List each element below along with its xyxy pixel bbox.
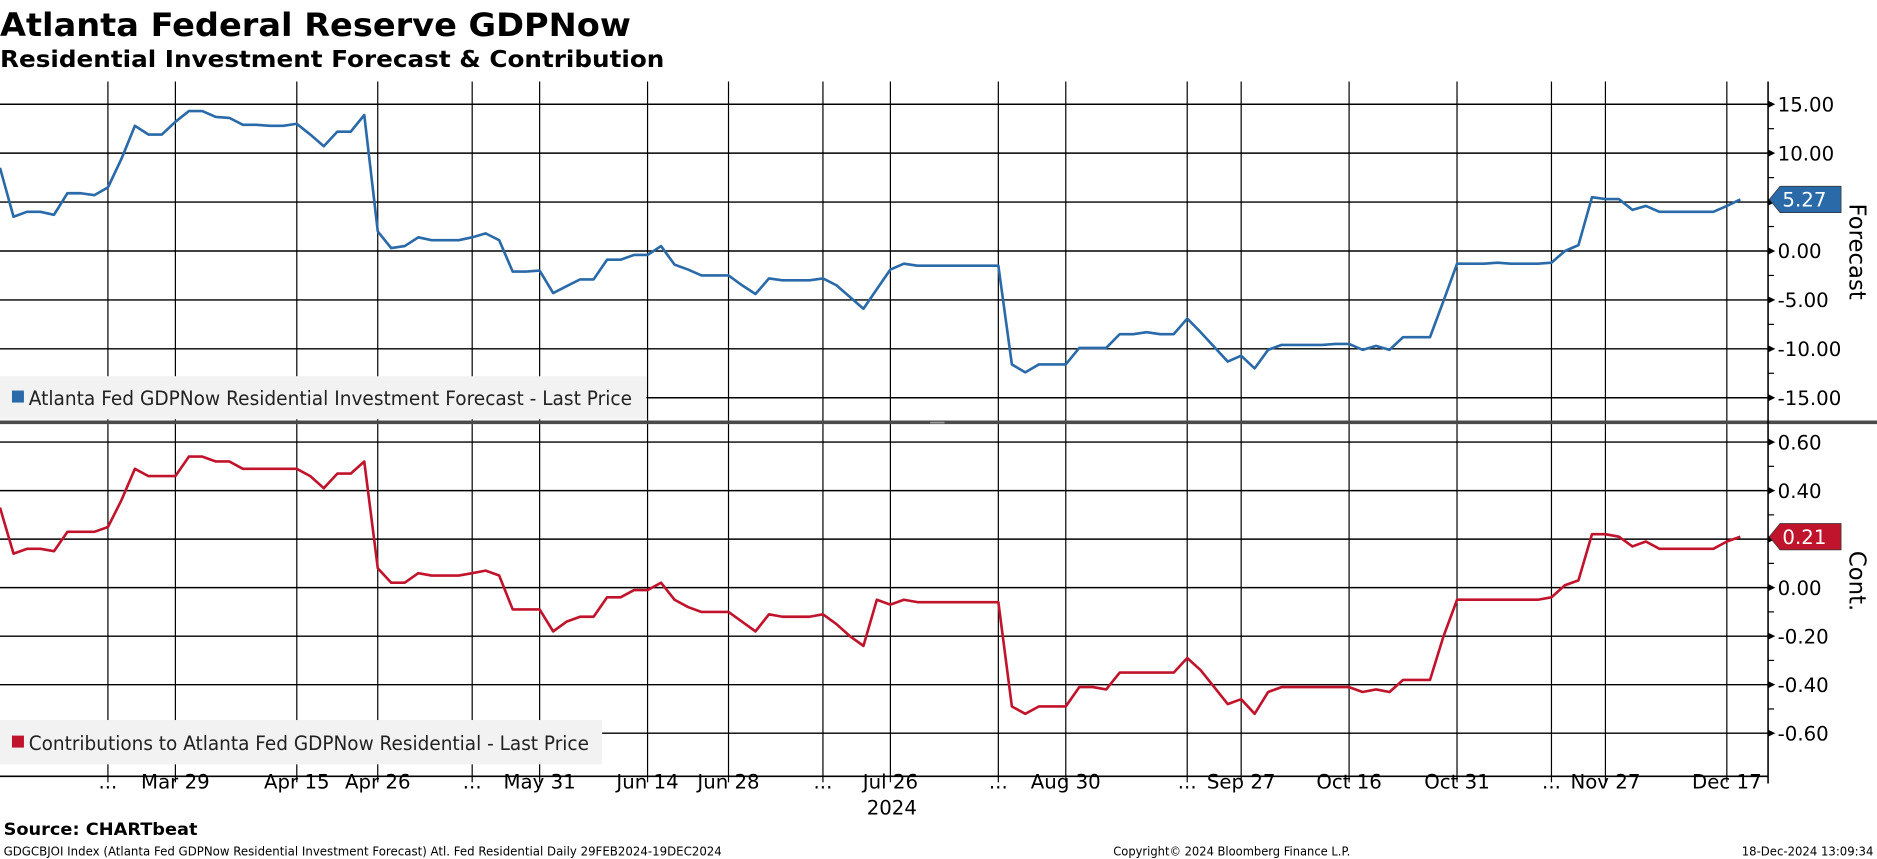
x-tick-label: ...	[989, 770, 1008, 793]
x-tick-label: Oct 31	[1424, 770, 1490, 793]
y-tick-label: 0.00	[1778, 577, 1822, 600]
x-tick-label: Aug 30	[1031, 770, 1101, 793]
y-tick-label: 0.40	[1778, 480, 1822, 503]
y-tick-arrow-icon	[1768, 632, 1776, 640]
x-tick-label: Apr 15	[264, 770, 330, 793]
bottom-y-axis-title: Cont.	[1843, 551, 1869, 611]
y-tick-label: 15.00	[1778, 93, 1835, 116]
y-tick-label: 0.00	[1778, 240, 1822, 263]
top-legend[interactable]: Atlanta Fed GDPNow Residential Investmen…	[0, 376, 647, 420]
footer-timestamp: 18-Dec-2024 13:09:34	[1742, 844, 1874, 858]
y-tick-label: 0.60	[1778, 431, 1822, 454]
contribution-last-value-tag	[1768, 523, 1842, 551]
footer-description: GDGCBJOI Index (Atlanta Fed GDPNow Resid…	[4, 844, 722, 858]
y-tick-arrow-icon	[1768, 584, 1776, 592]
y-tick-arrow-icon	[1768, 438, 1776, 446]
x-tick-label: Apr 26	[345, 770, 411, 793]
bottom-legend-label: Contributions to Atlanta Fed GDPNow Resi…	[29, 732, 589, 755]
y-tick-arrow-icon	[1768, 296, 1776, 304]
contribution-line	[0, 455, 1741, 716]
y-tick-arrow-icon	[1768, 487, 1776, 495]
top-legend-background	[0, 376, 647, 420]
chart-title: Atlanta Federal Reserve GDPNow	[0, 6, 631, 44]
x-tick-label: Jul 26	[861, 770, 918, 793]
contribution-last-value: 0.21	[1782, 526, 1826, 549]
x-tick-label: ...	[99, 770, 118, 793]
x-tick-label: Nov 27	[1570, 770, 1640, 793]
x-tick-label: Dec 17	[1692, 770, 1762, 793]
x-tick-label: Oct 16	[1316, 770, 1382, 793]
x-tick-label: Jun 28	[695, 770, 759, 793]
x-tick-label: ...	[1542, 770, 1561, 793]
source-label: Source: CHARTbeat	[4, 819, 198, 839]
top-y-axis-title: Forecast	[1843, 203, 1869, 299]
gridlines	[0, 81, 1769, 777]
y-tick-label: -5.00	[1778, 289, 1829, 312]
x-tick-label: ...	[1178, 770, 1197, 793]
forecast-last-value: 5.27	[1782, 189, 1826, 212]
y-tick-arrow-icon	[1768, 247, 1776, 255]
x-tick-label: Mar 29	[141, 770, 210, 793]
x-tick-label: ...	[814, 770, 833, 793]
footer-copyright: Copyright© 2024 Bloomberg Finance L.P.	[1113, 844, 1350, 858]
y-tick-label: -15.00	[1778, 387, 1842, 410]
y-tick-arrow-icon	[1768, 729, 1776, 737]
top-legend-label: Atlanta Fed GDPNow Residential Investmen…	[29, 387, 632, 410]
x-axis-year-label: 2024	[867, 797, 917, 820]
y-tick-arrow-icon	[1768, 100, 1776, 108]
top-legend-swatch	[11, 390, 24, 403]
y-tick-arrow-icon	[1768, 394, 1776, 402]
x-tick-label: Jun 14	[614, 770, 678, 793]
forecast-last-value-tag	[1768, 185, 1842, 213]
y-tick-arrow-icon	[1768, 681, 1776, 689]
x-tick-label: Sep 27	[1207, 770, 1276, 793]
bottom-legend-background	[0, 720, 603, 765]
chart-subtitle: Residential Investment Forecast & Contri…	[0, 47, 664, 73]
y-tick-label: 10.00	[1778, 142, 1835, 165]
forecast-line	[0, 109, 1741, 374]
y-tick-arrow-icon	[1768, 345, 1776, 353]
y-tick-arrow-icon	[1768, 149, 1776, 157]
bottom-legend-swatch	[11, 735, 24, 748]
axes: ... Mar 29 Apr 15 Apr 26... May 31 Jun 14 Jun …	[0, 81, 1842, 793]
x-tick-label: ...	[463, 770, 482, 793]
x-tick-label: May 31	[504, 770, 576, 793]
y-tick-label: -0.60	[1778, 722, 1829, 745]
y-tick-label: -10.00	[1778, 338, 1842, 361]
y-tick-label: -0.20	[1778, 625, 1829, 648]
series-lines	[0, 109, 1741, 716]
divider-handle[interactable]	[930, 421, 945, 424]
bottom-legend[interactable]: Contributions to Atlanta Fed GDPNow Resi…	[0, 720, 603, 765]
y-tick-label: -0.40	[1778, 674, 1829, 697]
